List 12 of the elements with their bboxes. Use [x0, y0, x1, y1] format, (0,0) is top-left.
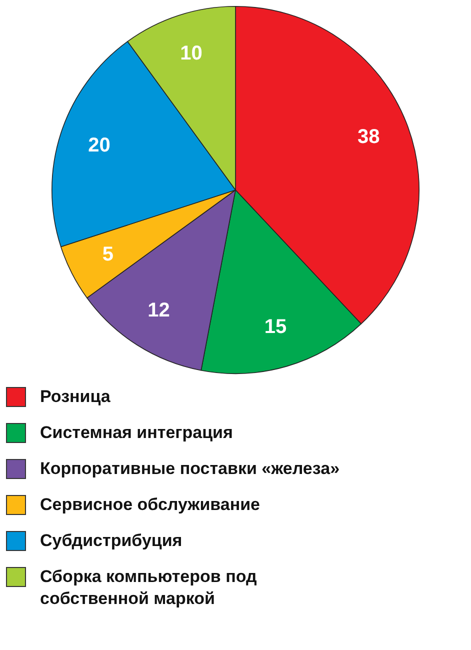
legend-label: Розница	[40, 386, 110, 408]
legend-label: Сборка компьютеров под собственной маркой	[40, 566, 258, 610]
data-label: 5	[102, 244, 114, 266]
legend-label: Корпоративные поставки «железа»	[40, 458, 340, 480]
legend-label: Субдистрибуция	[40, 530, 182, 552]
data-label: 10	[180, 42, 202, 64]
data-label: 38	[358, 126, 380, 148]
data-label: 12	[148, 299, 170, 322]
legend-label: Сервисное обслуживание	[40, 494, 260, 516]
legend-label: Системная интеграция	[40, 422, 233, 444]
data-label: 20	[88, 134, 110, 156]
data-label: 15	[264, 316, 287, 338]
